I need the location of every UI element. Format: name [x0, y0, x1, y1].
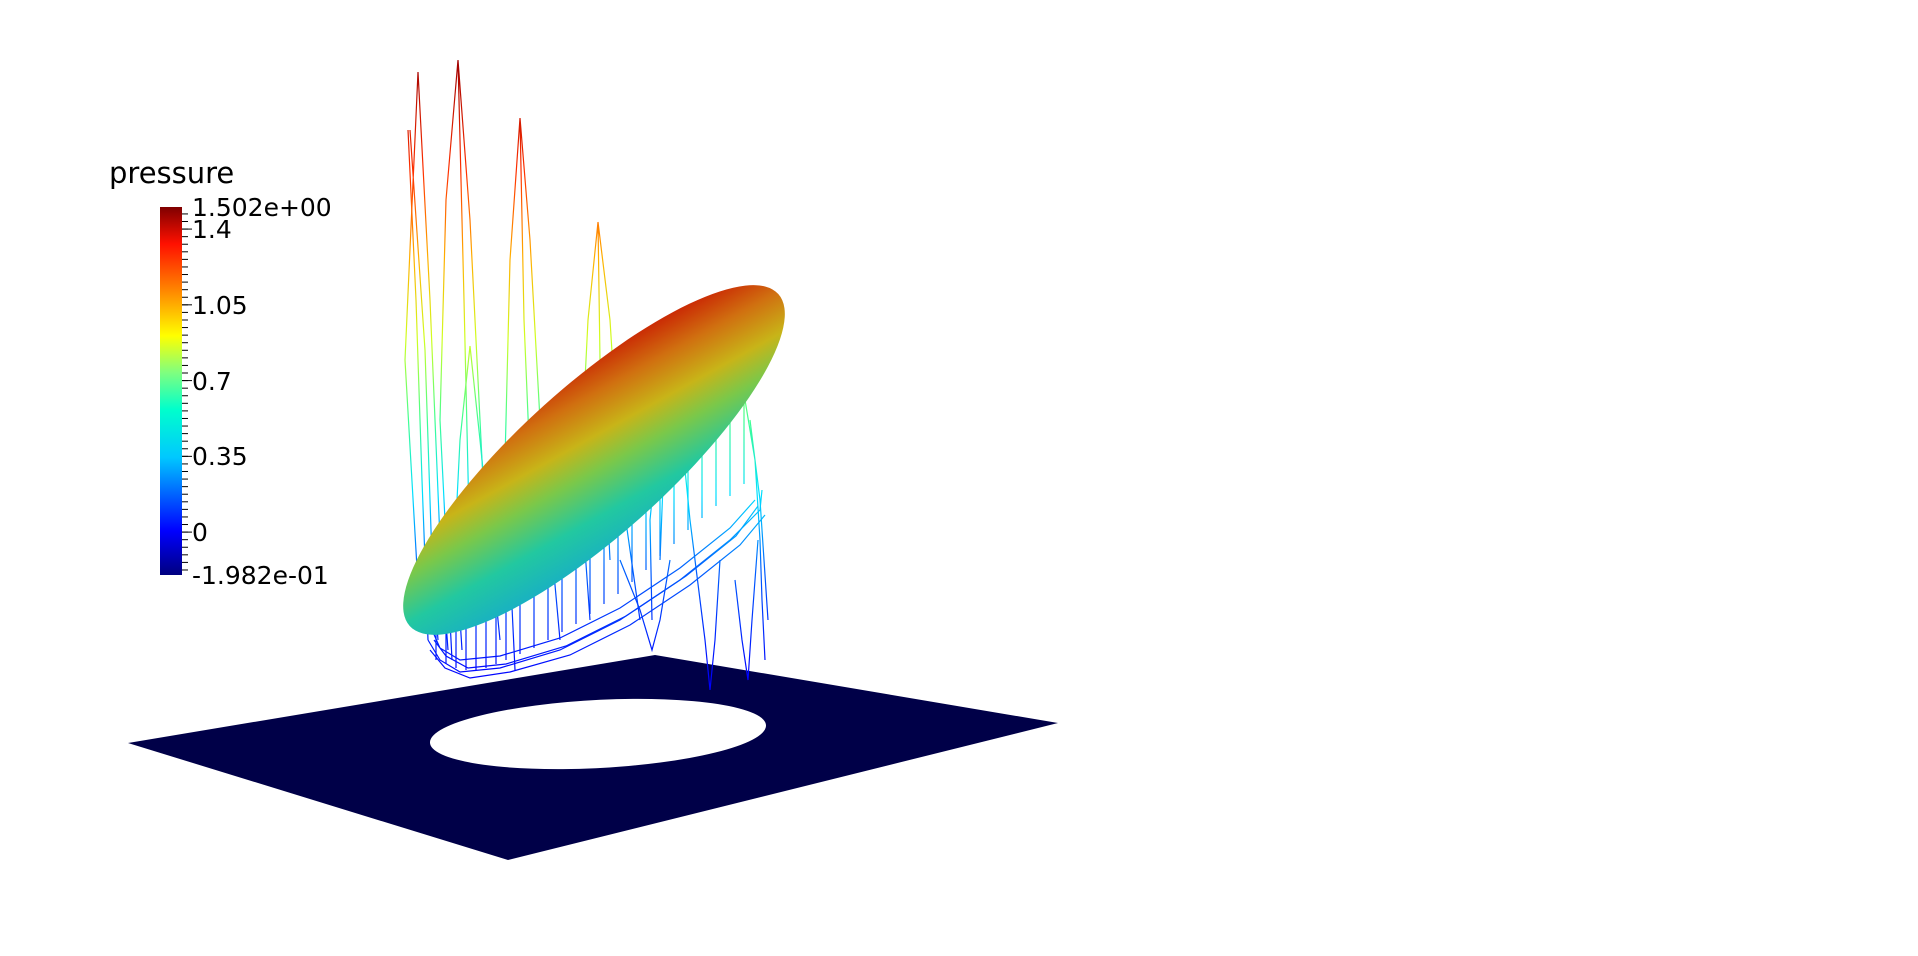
plate-surface [128, 655, 1058, 860]
wire-mesh-rim-band [431, 499, 759, 669]
scalar-bar-title: pressure [109, 156, 235, 190]
scalar-bar-tick-marks [182, 213, 192, 571]
pressure-disk [403, 285, 785, 635]
scalar-bar-tick-label: 1.4 [192, 215, 232, 245]
scalar-bar-tick-label: 1.05 [192, 290, 248, 320]
scalar-bar-min-label: -1.982e-01 [192, 561, 329, 590]
scalar-bar-colors [160, 207, 182, 575]
base-plate [128, 655, 1058, 860]
scalar-bar-max-label: 1.502e+00 [192, 193, 332, 222]
wire-drop-1 [619, 539, 759, 691]
wire-bottom-rim-2 [429, 514, 766, 679]
scalar-bar-tick-label: 0.7 [192, 366, 232, 396]
scalar-bar-tick-label: 0.35 [192, 442, 248, 472]
scalar-bar-tick-label: 0 [192, 518, 208, 548]
wire-right-edge [744, 399, 769, 661]
scalar-bar [160, 207, 192, 575]
wire-bottom-rim [427, 489, 763, 673]
